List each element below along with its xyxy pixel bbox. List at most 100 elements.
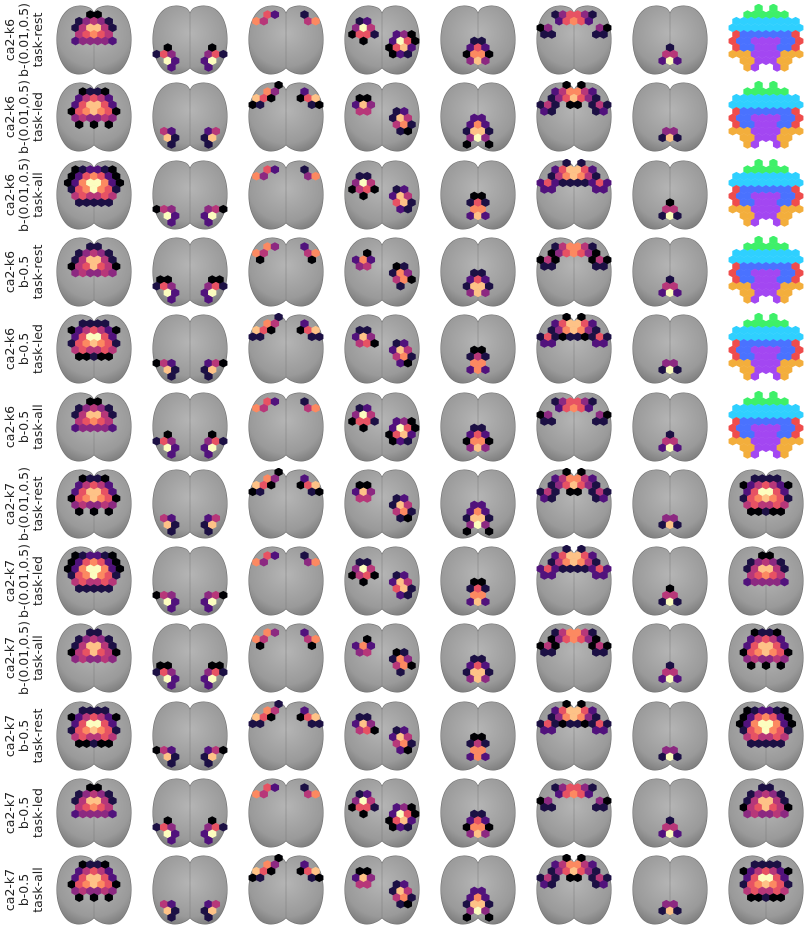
- community-heatmap: [53, 236, 135, 308]
- row-label: ca2-k6 b-(0.01,0.5) task-led: [0, 81, 54, 153]
- community-heatmap: [629, 313, 711, 385]
- community-heatmap: [533, 622, 615, 694]
- community-heatmap: [245, 699, 327, 772]
- figure-row: ca2-k6 b-(0.01,0.5) task-led: [0, 81, 812, 153]
- row-label-line: ca2-k6: [2, 96, 17, 138]
- figure-row: ca2-k7 b-(0.01,0.5) task-all: [0, 622, 812, 694]
- figure-row: ca2-k7 b-0.5 task-led: [0, 777, 812, 849]
- community-heatmap: [149, 468, 231, 540]
- community-heatmap: [53, 159, 135, 231]
- figure-row: ca2-k7 b-0.5 task-rest: [0, 699, 812, 772]
- community-heatmap: [149, 854, 231, 926]
- row-label-line: task-all: [30, 636, 45, 681]
- figure-row: ca2-k7 b-0.5 task-all: [0, 854, 812, 926]
- community-heatmap: [341, 81, 423, 153]
- community-heatmap: [629, 4, 711, 76]
- community-heatmap: [53, 468, 135, 540]
- row-label-line: ca2-k7: [2, 792, 17, 834]
- row-label-line: task-led: [30, 788, 45, 838]
- community-heatmap: [245, 236, 327, 308]
- community-heatmap: [629, 468, 711, 540]
- community-heatmap: [533, 158, 615, 231]
- community-heatmap: [725, 700, 807, 772]
- row-label-line: b-(0.01,0.5): [16, 622, 31, 694]
- community-heatmap: [725, 777, 807, 849]
- row-label: ca2-k7 b-0.5 task-led: [0, 777, 54, 849]
- row-label: ca2-k7 b-(0.01,0.5) task-all: [0, 622, 54, 694]
- community-heatmap: [245, 391, 327, 463]
- community-heatmap: [437, 545, 519, 617]
- community-heatmap: [341, 854, 423, 926]
- community-heatmap: [53, 777, 135, 849]
- community-heatmap: [341, 391, 423, 463]
- community-heatmap: [245, 159, 327, 231]
- community-heatmap: [629, 81, 711, 153]
- community-heatmap: [341, 468, 423, 540]
- community-heatmap: [149, 313, 231, 385]
- community-heatmap: [533, 4, 615, 76]
- community-heatmap: [437, 159, 519, 231]
- row-label-line: b-0.5: [16, 797, 31, 829]
- row-label-line: task-all: [30, 404, 45, 449]
- row-label-line: task-all: [30, 172, 45, 217]
- community-heatmap: [53, 700, 135, 772]
- community-heatmap: [437, 777, 519, 849]
- community-heatmap: [437, 4, 519, 76]
- row-label-line: ca2-k6: [2, 251, 17, 293]
- community-heatmap: [149, 622, 231, 694]
- row-label-line: b-0.5: [16, 720, 31, 752]
- community-heatmap: [149, 700, 231, 772]
- community-heatmap: [53, 854, 135, 926]
- row-label: ca2-k7 b-0.5 task-rest: [0, 700, 54, 772]
- parcellation-map: [725, 313, 807, 385]
- figure-row: ca2-k6 b-(0.01,0.5) task-rest: [0, 4, 812, 76]
- community-heatmap: [437, 391, 519, 463]
- community-heatmap: [629, 159, 711, 231]
- row-label: ca2-k6 b-0.5 task-led: [0, 313, 54, 385]
- community-heatmap: [629, 700, 711, 772]
- community-heatmap: [245, 81, 327, 153]
- community-heatmap: [533, 81, 615, 153]
- community-heatmap: [533, 467, 615, 540]
- row-label-line: ca2-k6: [2, 405, 17, 447]
- community-heatmap: [53, 545, 135, 617]
- community-heatmap: [245, 467, 327, 540]
- row-label-line: b-0.5: [16, 256, 31, 288]
- community-heatmap: [245, 545, 327, 617]
- figure-row: ca2-k6 b-0.5 task-all: [0, 390, 812, 463]
- community-heatmap: [629, 236, 711, 308]
- row-label: ca2-k6 b-0.5 task-rest: [0, 236, 54, 308]
- row-label: ca2-k7 b-(0.01,0.5) task-led: [0, 545, 54, 617]
- row-label-line: task-all: [30, 868, 45, 913]
- community-heatmap: [725, 468, 807, 540]
- community-heatmap: [725, 622, 807, 694]
- community-heatmap: [629, 545, 711, 617]
- community-heatmap: [629, 391, 711, 463]
- community-heatmap: [245, 622, 327, 694]
- parcellation-map: [725, 235, 807, 308]
- community-heatmap: [341, 700, 423, 772]
- figure-row: ca2-k6 b-0.5 task-led: [0, 313, 812, 385]
- community-heatmap: [245, 854, 327, 926]
- community-heatmap: [341, 545, 423, 617]
- community-heatmap: [245, 777, 327, 849]
- row-label-line: b-(0.01,0.5): [16, 159, 31, 231]
- community-heatmap: [437, 854, 519, 926]
- community-heatmap: [341, 777, 423, 849]
- row-label-line: b-0.5: [16, 333, 31, 365]
- figure-row: ca2-k7 b-(0.01,0.5) task-led: [0, 545, 812, 617]
- community-heatmap: [533, 313, 615, 385]
- row-label-line: ca2-k6: [2, 173, 17, 215]
- community-heatmap: [437, 236, 519, 308]
- community-heatmap: [341, 236, 423, 308]
- parcellation-map: [725, 4, 807, 76]
- row-label-line: ca2-k7: [2, 483, 17, 525]
- row-label-line: ca2-k6: [2, 19, 17, 61]
- community-heatmap: [437, 622, 519, 694]
- row-label-line: ca2-k7: [2, 560, 17, 602]
- parcellation-map: [725, 81, 807, 153]
- community-heatmap: [245, 313, 327, 385]
- row-label-line: ca2-k7: [2, 869, 17, 911]
- community-heatmap: [245, 4, 327, 76]
